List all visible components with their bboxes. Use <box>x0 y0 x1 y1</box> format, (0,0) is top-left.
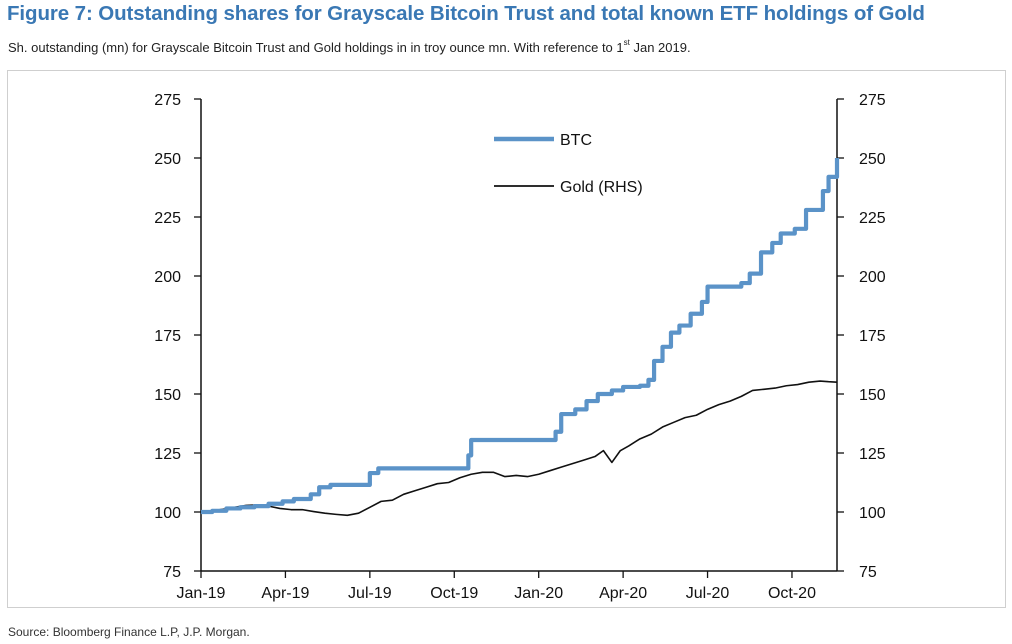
left-y-tick-label: 275 <box>154 92 181 109</box>
left-y-tick-label: 75 <box>163 564 181 581</box>
x-tick-label: Apr-20 <box>599 585 647 602</box>
right-y-tick-label: 150 <box>859 387 886 404</box>
left-y-tick-label: 125 <box>154 446 181 463</box>
right-y-tick-label: 200 <box>859 269 886 286</box>
x-tick-label: Jan-19 <box>177 585 226 602</box>
right-y-tick-label: 100 <box>859 505 886 522</box>
x-tick-label: Oct-20 <box>768 585 816 602</box>
series-line-gold <box>200 380 838 517</box>
figure-subtitle: Sh. outstanding (mn) for Grayscale Bitco… <box>8 38 691 56</box>
right-y-tick-label: 225 <box>859 210 886 227</box>
legend-label-btc: BTC <box>560 132 592 149</box>
left-y-tick-label: 175 <box>154 328 181 345</box>
right-y-tick-label: 75 <box>859 564 877 581</box>
source-note: Source: Bloomberg Finance L.P, J.P. Morg… <box>8 625 250 639</box>
x-tick-label: Oct-19 <box>430 585 478 602</box>
left-y-tick-label: 225 <box>154 210 181 227</box>
subtitle-main-text: Sh. outstanding (mn) for Grayscale Bitco… <box>8 40 624 55</box>
x-tick-label: Jan-20 <box>514 585 563 602</box>
left-y-tick-label: 250 <box>154 151 181 168</box>
subtitle-tail-text: Jan 2019. <box>629 40 691 55</box>
legend-label-gold: Gold (RHS) <box>560 179 643 196</box>
left-y-tick-label: 150 <box>154 387 181 404</box>
left-y-tick-label: 200 <box>154 269 181 286</box>
x-tick-label: Jul-20 <box>686 585 730 602</box>
series-line-btc <box>201 158 840 515</box>
x-tick-label: Jul-19 <box>348 585 392 602</box>
right-y-tick-label: 175 <box>859 328 886 345</box>
subtitle-superscript: st <box>623 38 630 47</box>
right-y-tick-label: 250 <box>859 151 886 168</box>
right-y-tick-label: 275 <box>859 92 886 109</box>
right-y-tick-label: 125 <box>859 446 886 463</box>
figure-title: Figure 7: Outstanding shares for Graysca… <box>7 2 925 25</box>
x-tick-label: Apr-19 <box>261 585 309 602</box>
chart-frame <box>7 70 1006 608</box>
left-y-tick-label: 100 <box>154 505 181 522</box>
